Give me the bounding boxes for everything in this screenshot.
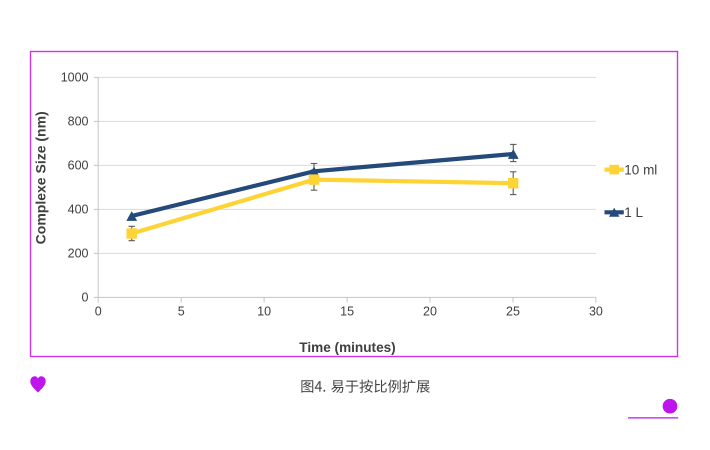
- svg-text:15: 15: [340, 305, 354, 319]
- svg-text:10: 10: [257, 305, 271, 319]
- svg-text:20: 20: [423, 305, 437, 319]
- svg-text:400: 400: [68, 203, 89, 217]
- svg-text:0: 0: [95, 305, 102, 319]
- svg-text:30: 30: [589, 305, 603, 319]
- svg-text:Time (minutes): Time (minutes): [299, 340, 395, 355]
- svg-text:25: 25: [506, 305, 520, 319]
- svg-text:600: 600: [68, 159, 89, 173]
- svg-text:800: 800: [68, 115, 89, 129]
- svg-text:10 ml: 10 ml: [624, 162, 657, 177]
- svg-text:1000: 1000: [61, 71, 89, 85]
- svg-text:Complexe Size (nm): Complexe Size (nm): [32, 111, 48, 244]
- svg-text:200: 200: [68, 247, 89, 261]
- svg-text:0: 0: [82, 291, 89, 305]
- svg-text:1 L: 1 L: [624, 205, 643, 220]
- svg-text:5: 5: [178, 305, 185, 319]
